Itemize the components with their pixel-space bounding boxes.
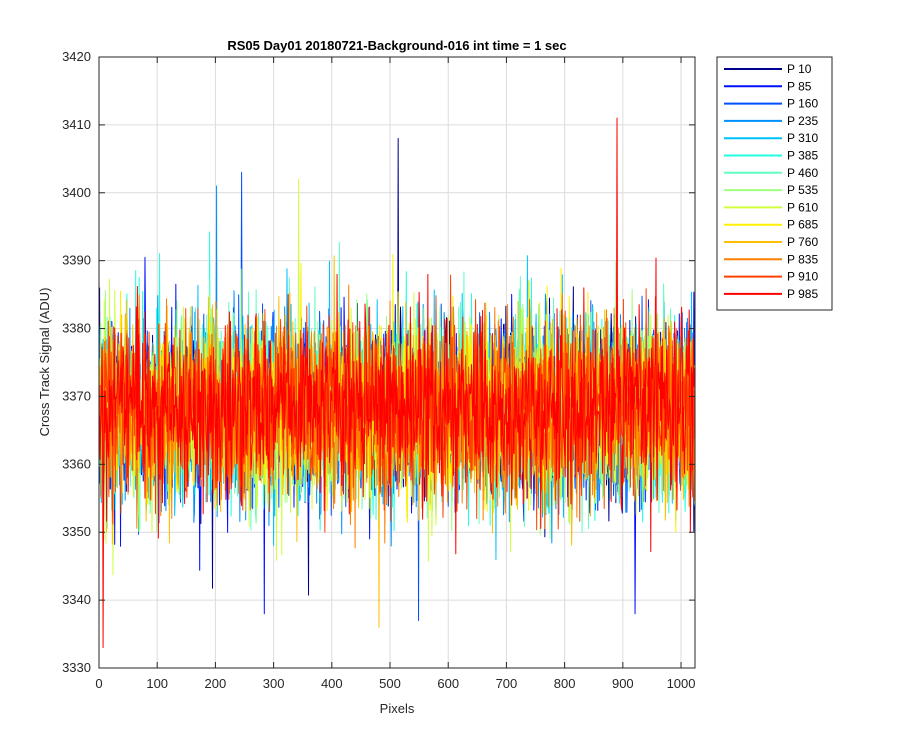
x-tick-label: 800 [554, 676, 576, 691]
axis-ticks: 0 100 200 300 400 500 600 700 800 900 1000 3330 3340… [62, 49, 695, 691]
legend-label: P 85 [787, 79, 812, 93]
legend-box [716, 56, 833, 311]
y-tick-label: 3370 [62, 388, 91, 403]
x-tick-label: 700 [496, 676, 518, 691]
legend-items: P 10 P 85 P 160 P 235 P 310 P 385 P 460 P 535 P … [724, 62, 818, 301]
legend-label: P 610 [787, 200, 818, 214]
y-tick-label: 3380 [62, 321, 91, 336]
legend-label: P 685 [787, 218, 818, 232]
y-tick-label: 3410 [62, 117, 91, 132]
legend-label: P 910 [787, 270, 818, 284]
legend-label: P 385 [787, 149, 818, 163]
legend: P 10 P 85 P 160 P 235 P 310 P 385 P 460 P 535 P … [716, 56, 833, 311]
x-tick-label: 500 [379, 676, 401, 691]
legend-label: P 835 [787, 252, 818, 266]
x-tick-label: 200 [205, 676, 227, 691]
legend-label: P 160 [787, 97, 818, 111]
y-tick-label: 3400 [62, 185, 91, 200]
y-tick-label: 3360 [62, 456, 91, 471]
x-tick-label: 400 [321, 676, 343, 691]
legend-label: P 985 [787, 287, 818, 301]
y-tick-label: 3340 [62, 592, 91, 607]
x-axis-label: Pixels [380, 701, 415, 716]
legend-label: P 235 [787, 114, 818, 128]
y-tick-label: 3390 [62, 253, 91, 268]
chart-title: RS05 Day01 20180721-Background-016 int t… [227, 38, 566, 53]
x-tick-label: 300 [263, 676, 285, 691]
plot-frame [98, 56, 696, 669]
series-line-p-985 [99, 117, 696, 649]
x-tick-label: 1000 [667, 676, 696, 691]
x-tick-label: 600 [437, 676, 459, 691]
legend-label: P 310 [787, 131, 818, 145]
x-tick-label: 900 [612, 676, 634, 691]
legend-label: P 460 [787, 166, 818, 180]
y-tick-label: 3420 [62, 49, 91, 64]
y-tick-label: 3330 [62, 660, 91, 675]
x-tick-label: 100 [146, 676, 168, 691]
legend-label: P 535 [787, 183, 818, 197]
legend-label: P 760 [787, 235, 818, 249]
y-axis-label: Cross Track Signal (ADU) [37, 288, 52, 437]
series-lines [99, 117, 696, 649]
legend-label: P 10 [787, 62, 812, 76]
y-tick-label: 3350 [62, 524, 91, 539]
x-tick-label: 0 [95, 676, 102, 691]
